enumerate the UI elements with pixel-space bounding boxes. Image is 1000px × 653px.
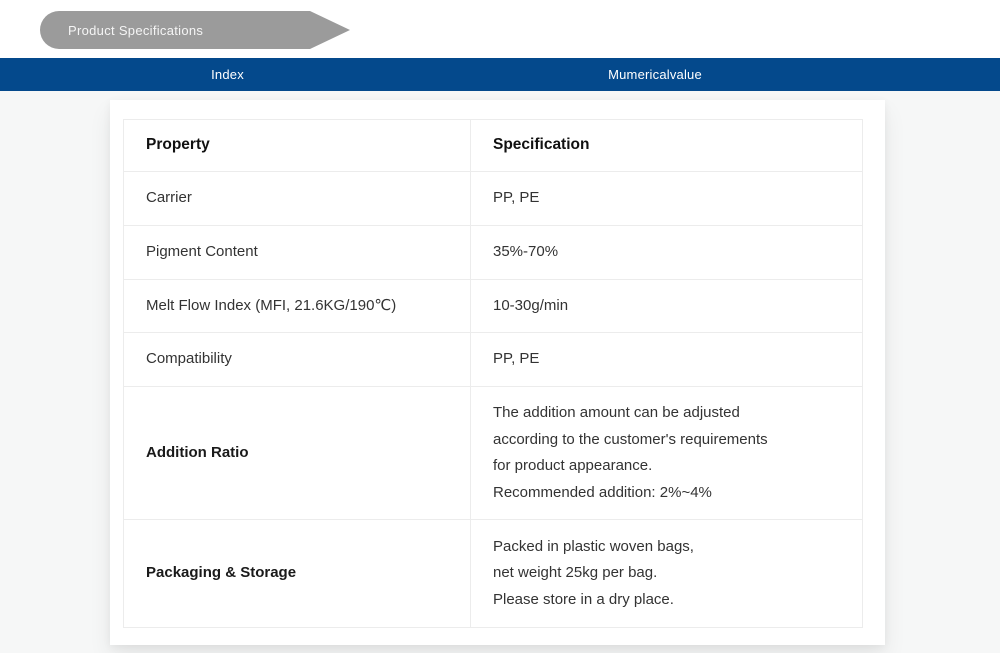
property-cell: Melt Flow Index (MFI, 21.6KG/190℃) (123, 279, 471, 333)
spec-table: Property Specification Carrier PP, PE Pi… (123, 119, 863, 628)
specification-column-header: Specification (470, 119, 863, 172)
table-header-row: Property Specification (123, 119, 863, 172)
specification-cell: Packed in plastic woven bags, net weight… (470, 519, 863, 628)
index-header-bar: Index Mumericalvalue (0, 58, 1000, 91)
table-row-addition-ratio: Addition Ratio The addition amount can b… (123, 386, 863, 520)
specification-cell: The addition amount can be adjusted acco… (470, 386, 863, 520)
property-cell: Carrier (123, 171, 471, 226)
property-cell: Pigment Content (123, 225, 471, 280)
specification-cell: 35%-70% (470, 225, 863, 280)
property-cell: Compatibility (123, 332, 471, 387)
specification-cell: PP, PE (470, 332, 863, 387)
table-row-melt-flow-index: Melt Flow Index (MFI, 21.6KG/190℃) 10-30… (123, 279, 863, 333)
property-column-header: Property (123, 119, 471, 172)
table-row-compatibility: Compatibility PP, PE (123, 332, 863, 387)
numerical-value-column-header: Mumericalvalue (608, 67, 702, 82)
table-row-packaging-storage: Packaging & Storage Packed in plastic wo… (123, 519, 863, 628)
property-cell: Addition Ratio (123, 386, 471, 520)
index-column-header: Index (211, 67, 244, 82)
banner-arrow-icon (310, 11, 350, 49)
spec-card: Property Specification Carrier PP, PE Pi… (110, 100, 885, 645)
product-specifications-banner: Product Specifications (40, 11, 350, 49)
property-cell: Packaging & Storage (123, 519, 471, 628)
specification-cell: PP, PE (470, 171, 863, 226)
banner-label: Product Specifications (68, 22, 204, 38)
specification-cell: 10-30g/min (470, 279, 863, 333)
table-row-carrier: Carrier PP, PE (123, 171, 863, 226)
table-row-pigment-content: Pigment Content 35%-70% (123, 225, 863, 280)
